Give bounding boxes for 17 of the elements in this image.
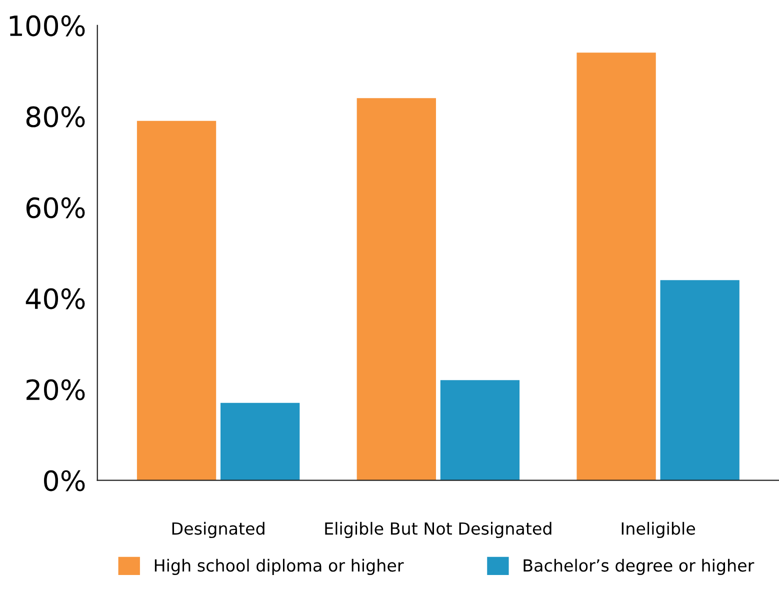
y-tick-label: 20% bbox=[26, 379, 85, 400]
bar bbox=[576, 52, 656, 480]
x-tick-label: Designated bbox=[172, 522, 264, 538]
y-tick-label: 60% bbox=[26, 197, 85, 218]
x-tick-label: Eligible But Not Designated bbox=[325, 522, 552, 538]
y-tick-label: 0% bbox=[44, 470, 85, 492]
y-tick-label: 100% bbox=[10, 15, 85, 36]
x-tick-label: Ineligible bbox=[622, 522, 696, 538]
bar bbox=[356, 98, 436, 480]
y-tick-label: 80% bbox=[26, 106, 85, 128]
bar bbox=[660, 280, 740, 480]
y-tick-label: 40% bbox=[26, 288, 85, 310]
legend-label: Bachelor’s degree or higher bbox=[524, 558, 754, 575]
bar bbox=[440, 380, 520, 480]
legend-label: High school diploma or higher bbox=[154, 558, 404, 575]
bar bbox=[136, 120, 216, 480]
bar bbox=[220, 402, 300, 480]
